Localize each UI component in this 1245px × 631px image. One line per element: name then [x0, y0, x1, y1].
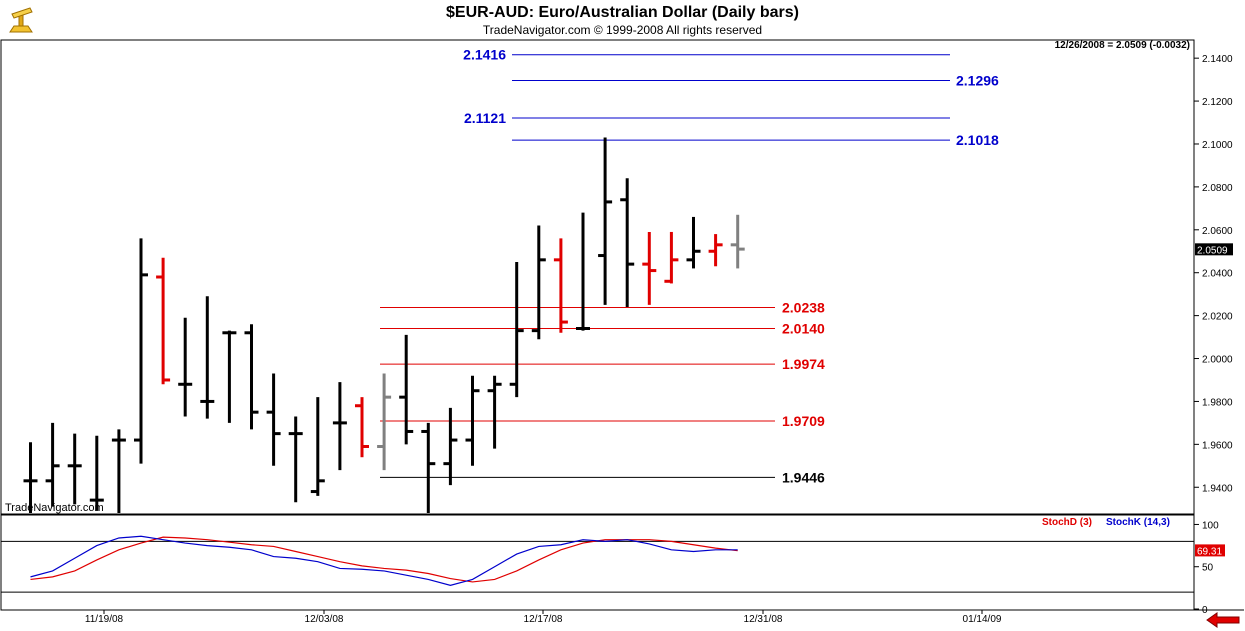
price-tick-label: 2.0400: [1202, 269, 1233, 280]
chart-title: $EUR-AUD: Euro/Australian Dollar (Daily …: [446, 4, 799, 21]
stoch-tick-label: 0: [1202, 605, 1208, 616]
stoch-tick-label: 100: [1202, 520, 1219, 531]
last-price-label: 2.0509: [1197, 245, 1228, 256]
level-label: 2.1018: [956, 132, 999, 148]
price-tick-label: 2.1000: [1202, 140, 1233, 151]
quote-readout: 12/26/2008 = 2.0509 (-0.0032): [1055, 40, 1190, 51]
price-tick-label: 1.9800: [1202, 397, 1233, 408]
price-tick-label: 2.1400: [1202, 54, 1233, 65]
level-label: 1.9446: [782, 469, 825, 485]
watermark-text: TradeNavigator.com: [5, 502, 104, 514]
price-tick-label: 2.0200: [1202, 312, 1233, 323]
level-label: 2.1296: [956, 72, 999, 88]
last-price-box: [1195, 243, 1233, 256]
stoch-last-box: [1195, 544, 1225, 557]
stoch-series-line: [30, 535, 738, 586]
support-resistance-levels: 2.1416 2.1296 2.1121 2.1018 2.0238 2.0140 1.99…: [380, 47, 999, 485]
stochastic-panel: 100 50 0 69.31 StochD (3) StochK (14,3): [1, 517, 1225, 616]
date-tick-label: 12/03/08: [305, 614, 344, 625]
legend-stochk: StochK (14,3): [1106, 517, 1170, 528]
legend-stochd: StochD (3): [1042, 517, 1092, 528]
level-label: 2.0238: [782, 299, 825, 315]
date-axis: 11/19/08 12/03/08 12/17/08 12/31/08 01/14/09: [85, 610, 1002, 625]
price-tick-label: 1.9600: [1202, 440, 1233, 451]
stoch-panel-frame: [0, 514, 1195, 611]
title-bar: $EUR-AUD: Euro/Australian Dollar (Daily …: [0, 0, 1245, 40]
level-label: 1.9709: [782, 413, 825, 429]
level-label: 2.1416: [463, 47, 506, 63]
date-tick-label: 01/14/09: [963, 614, 1002, 625]
price-tick-label: 1.9400: [1202, 483, 1233, 494]
price-tick-label: 2.0000: [1202, 355, 1233, 366]
level-label: 1.9974: [782, 356, 825, 372]
date-tick-label: 12/31/08: [744, 614, 783, 625]
stoch-series-line: [30, 536, 738, 583]
stoch-tick-label: 50: [1202, 563, 1214, 574]
copyright-text: TradeNavigator.com © 1999-2008 All right…: [482, 23, 763, 37]
date-tick-label: 11/19/08: [85, 614, 124, 625]
date-tick-label: 12/17/08: [524, 614, 563, 625]
price-tick-label: 2.0600: [1202, 226, 1233, 237]
ohlc-bars: [23, 137, 745, 513]
price-tick-label: 2.0800: [1202, 183, 1233, 194]
scroll-left-arrow-icon[interactable]: [1206, 612, 1240, 628]
telescope-logo-icon: [9, 7, 33, 33]
stoch-last-label: 69.31: [1197, 546, 1222, 557]
level-label: 2.1121: [464, 110, 506, 126]
price-panel-frame: [0, 39, 1195, 515]
price-axis: 2.1400 2.1200 2.1000 2.0800 2.0600 2.0400 2.02…: [1194, 54, 1233, 494]
level-label: 2.0140: [782, 320, 825, 336]
price-tick-label: 2.1200: [1202, 97, 1233, 108]
